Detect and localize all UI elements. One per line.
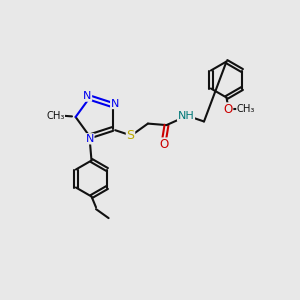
Text: N: N — [83, 91, 92, 101]
Text: CH₃: CH₃ — [237, 104, 255, 114]
Text: O: O — [160, 138, 169, 151]
Text: N: N — [111, 98, 119, 109]
Text: N: N — [85, 134, 94, 144]
Text: NH: NH — [178, 111, 194, 121]
Text: CH₃: CH₃ — [46, 110, 64, 121]
Text: S: S — [127, 129, 134, 142]
Text: O: O — [224, 103, 232, 116]
